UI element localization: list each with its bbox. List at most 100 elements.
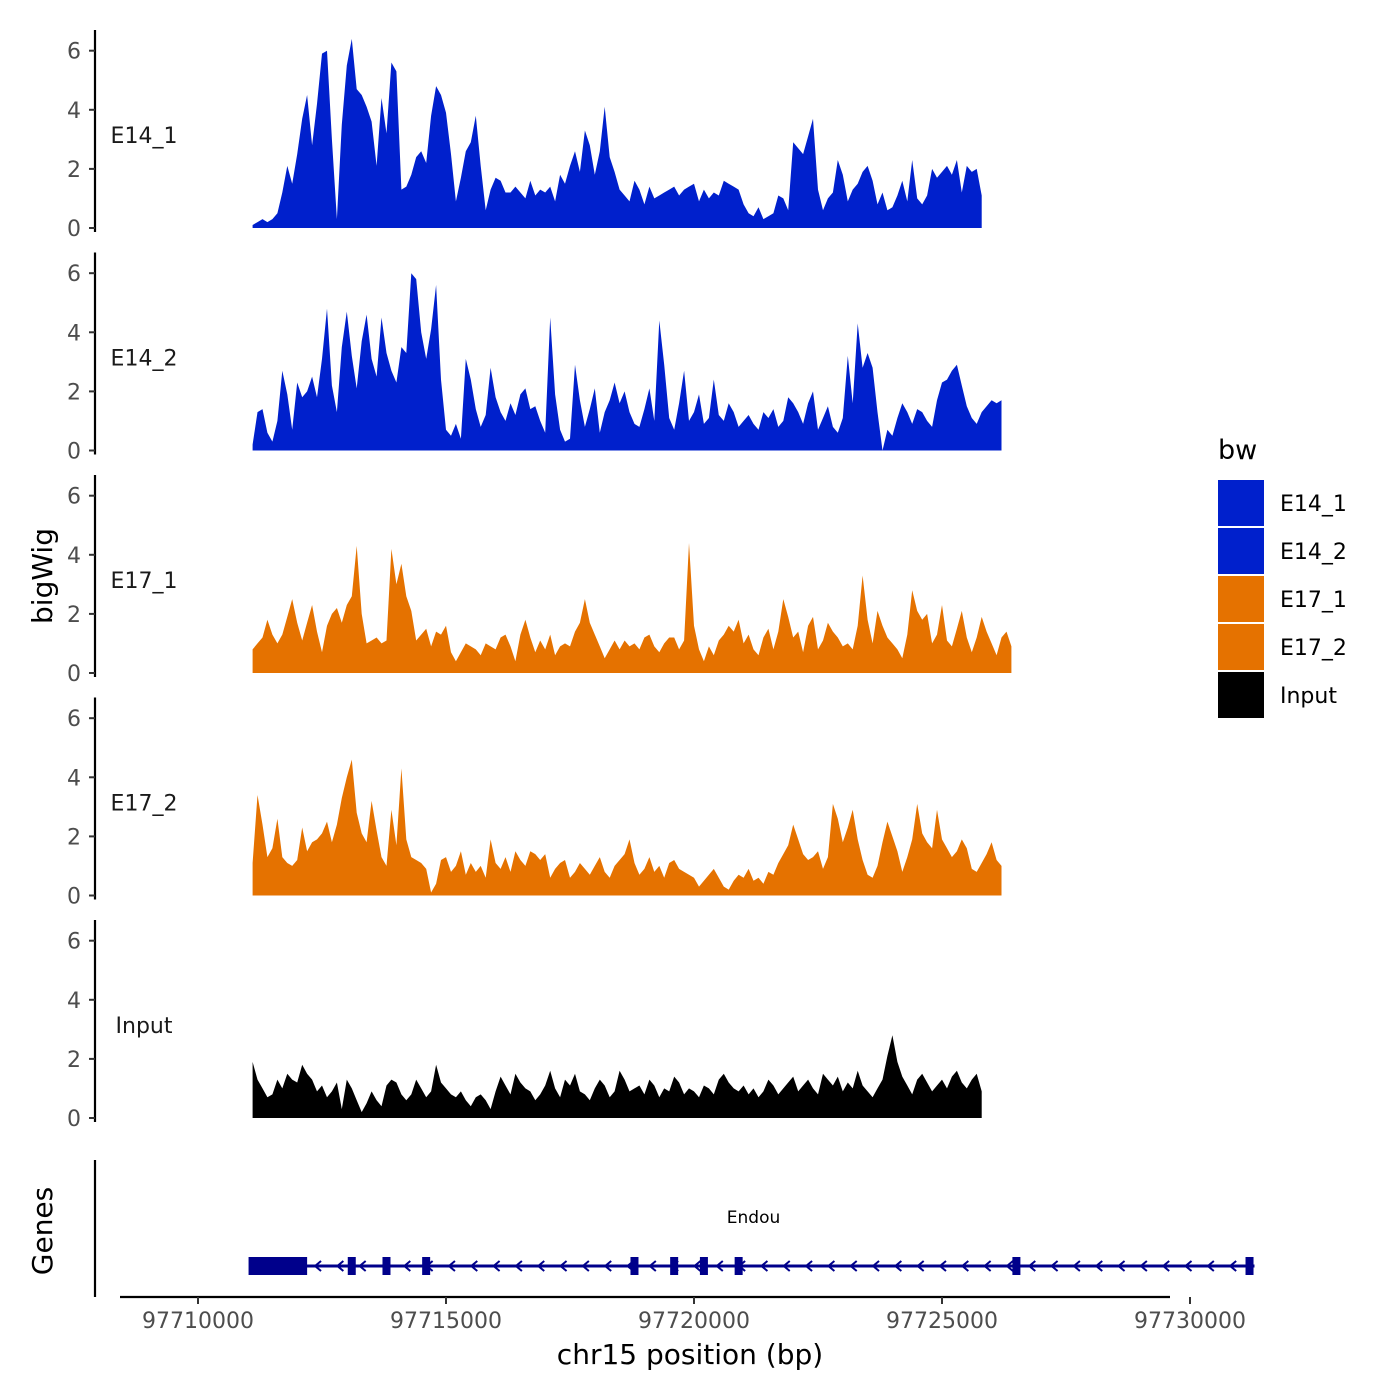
gene-strand-arrow	[871, 1260, 880, 1272]
gene-strand-arrow	[960, 1260, 969, 1272]
area-e14-1	[252, 38, 982, 229]
y-tick-label: 6	[67, 40, 81, 65]
y-tick-label: 2	[67, 1048, 81, 1073]
y-tick-label: 0	[67, 217, 81, 242]
x-axis-title: chr15 position (bp)	[557, 1338, 823, 1371]
legend-swatch-e14-2	[1218, 528, 1264, 574]
track-input: 0 2 4 6 Input	[67, 920, 982, 1132]
track-label-e14-1: E14_1	[111, 124, 178, 149]
gene-strand-arrow	[625, 1260, 635, 1272]
gene-strand-arrow	[826, 1260, 836, 1272]
gene-strand-arrow	[514, 1260, 523, 1272]
gene-strand-arrow	[1116, 1260, 1126, 1272]
legend-swatch-input	[1218, 672, 1264, 718]
y-axis-title: bigWig	[26, 528, 59, 624]
y-tick-label: 2	[67, 158, 81, 183]
track-label-input: Input	[116, 1014, 173, 1039]
gene-strand-arrow	[1206, 1260, 1215, 1272]
y-tick-label: 4	[67, 766, 81, 791]
y-tick-label: 6	[67, 262, 81, 287]
legend-title: bw	[1218, 435, 1257, 466]
y-tick-label: 2	[67, 825, 81, 850]
gene-exon	[248, 1257, 257, 1275]
gene-strand-arrow	[849, 1260, 858, 1272]
track-e14-1: 0 2 4 6 E14_1	[67, 30, 982, 242]
legend-swatch-e14-1	[1218, 480, 1264, 526]
gene-strand-arrow	[983, 1260, 992, 1272]
legend-label-e17-2: E17_2	[1280, 636, 1347, 661]
gene-strand-arrow	[916, 1260, 925, 1272]
area-input	[252, 1035, 982, 1118]
x-tick-label: 97725000	[886, 1309, 998, 1334]
genes-panel: Endou	[93, 1160, 1255, 1297]
y-tick-label: 6	[67, 707, 81, 732]
track-panels: 0 2 4 6 E14_1 0 2 4 6 E14_2 0 2 4 6 E17_1 0 2 4 6 E17_2 0 2 4 6…	[67, 30, 1012, 1132]
gene-strand-arrow	[692, 1260, 702, 1272]
gene-strand-arrow	[1161, 1260, 1170, 1272]
track-e14-2: 0 2 4 6 E14_2	[67, 252, 1002, 465]
gene-strand-arrow	[1027, 1260, 1036, 1272]
x-tick-label: 97720000	[638, 1309, 750, 1334]
gene-exon	[670, 1257, 679, 1275]
y-tick-label: 6	[67, 485, 81, 510]
gene-strand-arrow	[1228, 1260, 1237, 1272]
gene-strand-arrow	[447, 1260, 456, 1272]
x-tick-label: 97710000	[142, 1309, 254, 1334]
legend-label-input: Input	[1280, 684, 1337, 709]
gene-exon	[699, 1257, 708, 1275]
gene-strand-arrow	[782, 1260, 791, 1272]
gene-exon	[1012, 1257, 1021, 1275]
genes-axis-title: Genes	[26, 1187, 59, 1275]
y-tick-label: 4	[67, 989, 81, 1014]
y-tick-label: 2	[67, 603, 81, 628]
gene-strand-arrow	[402, 1260, 411, 1272]
gene-strand-arrow	[1050, 1260, 1059, 1272]
gene-strand-arrow	[1072, 1260, 1081, 1272]
y-tick-label: 4	[67, 99, 81, 124]
gene-utr-block	[252, 1257, 308, 1275]
gene-strand-arrow	[1183, 1260, 1193, 1272]
gene-strand-arrow	[1094, 1260, 1103, 1272]
gene-strand-arrow	[492, 1260, 501, 1272]
y-tick-label: 4	[67, 544, 81, 569]
gene-strand-arrow	[1005, 1260, 1014, 1272]
x-axis: 97710000 97715000 97720000 97725000 97730000	[120, 1295, 1246, 1334]
track-e17-1: 0 2 4 6 E17_1	[67, 475, 1012, 687]
area-e17-1	[252, 543, 1012, 673]
y-tick-label: 0	[67, 1107, 81, 1132]
gene-exon	[382, 1257, 391, 1275]
area-e17-2	[252, 759, 1002, 896]
y-tick-label: 0	[67, 440, 81, 465]
legend: bw E14_1 E14_2 E17_1 E17_2 Input	[1218, 435, 1347, 718]
gene-strand-arrow	[648, 1260, 657, 1272]
legend-label-e14-1: E14_1	[1280, 492, 1347, 517]
track-e17-2: 0 2 4 6 E17_2	[67, 697, 1002, 910]
x-tick-label: 97730000	[1134, 1309, 1246, 1334]
legend-label-e17-1: E17_1	[1280, 588, 1347, 613]
gene-exon	[347, 1257, 356, 1275]
track-label-e17-1: E17_1	[111, 569, 178, 594]
gene-exon	[1245, 1257, 1254, 1275]
gene-strand-arrow	[558, 1260, 568, 1272]
y-tick-label: 2	[67, 380, 81, 405]
gene-label: Endou	[727, 1208, 780, 1228]
gene-strand-arrow	[1139, 1260, 1148, 1272]
gene-strand-arrow	[469, 1260, 478, 1272]
gene-strand-arrow	[715, 1260, 724, 1272]
gene-strand-arrow	[536, 1260, 545, 1272]
gene-strand-arrow	[603, 1260, 612, 1272]
legend-swatch-e17-2	[1218, 624, 1264, 670]
legend-label-e14-2: E14_2	[1280, 540, 1347, 565]
track-label-e14-2: E14_2	[111, 347, 178, 372]
x-tick-label: 97715000	[390, 1309, 502, 1334]
gene-strand-arrow	[581, 1260, 590, 1272]
gene-exon	[630, 1257, 639, 1275]
gene-strand-arrow	[313, 1260, 322, 1272]
area-e14-2	[252, 273, 1002, 451]
gene-strand-arrow	[358, 1260, 367, 1272]
y-tick-label: 0	[67, 885, 81, 910]
legend-swatch-e17-1	[1218, 576, 1264, 622]
gene-strand-arrow	[335, 1260, 345, 1272]
gene-strand-arrow	[737, 1260, 746, 1272]
